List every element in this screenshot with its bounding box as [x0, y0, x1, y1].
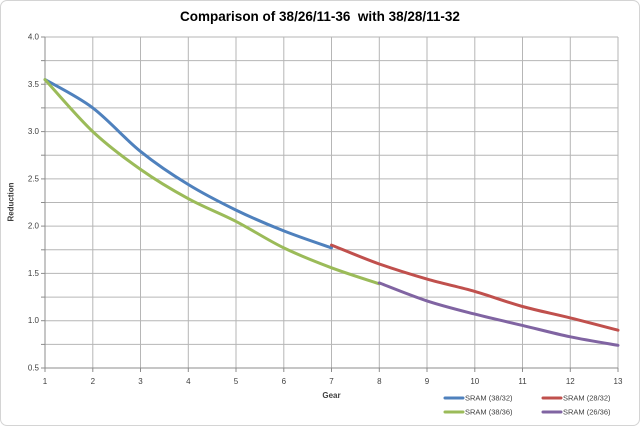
y-tick-label: 3.0: [28, 127, 40, 136]
x-tick-label: 12: [566, 377, 575, 386]
y-tick-label: 2.0: [28, 222, 40, 231]
chart-title: Comparison of 38/26/11-36 with 38/28/11-…: [180, 9, 460, 24]
x-tick-label: 5: [234, 377, 239, 386]
series-line: [377, 281, 620, 347]
y-tick-label: 1.5: [28, 269, 40, 278]
x-tick-label: 3: [138, 377, 143, 386]
legend-label: SRAM (26/36): [563, 408, 611, 417]
x-tick-label: 2: [91, 377, 96, 386]
x-tick-label: 8: [377, 377, 382, 386]
legend-label: SRAM (38/36): [465, 408, 513, 417]
x-axis-title: Gear: [322, 391, 341, 400]
y-axis-title: Reduction: [6, 182, 16, 222]
y-tick-label: 3.5: [28, 80, 40, 89]
y-tick-label: 1.0: [28, 316, 40, 325]
series-line: [43, 78, 381, 286]
series-line: [43, 78, 333, 250]
y-tick-label: 2.5: [28, 174, 40, 183]
x-tick-label: 11: [518, 377, 527, 386]
legend-label: SRAM (28/32): [563, 394, 611, 403]
x-tick-label: 4: [186, 377, 191, 386]
y-tick-label: 0.5: [28, 364, 40, 373]
x-tick-label: 9: [425, 377, 430, 386]
legend-label: SRAM (38/32): [465, 394, 513, 403]
x-tick-label: 1: [43, 377, 48, 386]
y-tick-label: 4.0: [28, 33, 40, 42]
x-tick-label: 7: [329, 377, 334, 386]
series-line: [330, 243, 620, 332]
x-tick-label: 10: [470, 377, 479, 386]
x-tick-label: 6: [282, 377, 287, 386]
x-tick-label: 13: [614, 377, 623, 386]
